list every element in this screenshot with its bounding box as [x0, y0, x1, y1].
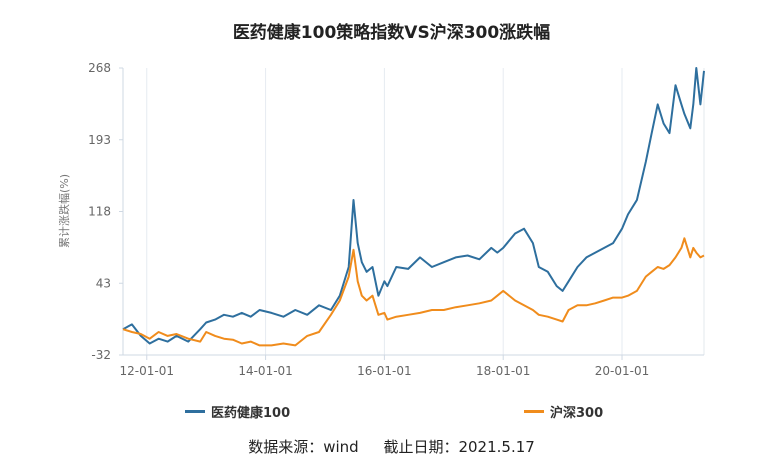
- x-tick-label: 16-01-01: [357, 364, 411, 378]
- series-line-2: [122, 237, 705, 347]
- x-tick-label: 14-01-01: [238, 364, 292, 378]
- legend-label-series-2: 沪深300: [550, 406, 604, 421]
- footer: 数据来源：wind 截止日期：2021.5.17: [0, 436, 783, 457]
- x-tick-label: 20-01-01: [595, 364, 649, 378]
- series-layer: [122, 67, 705, 347]
- legend-label-series-1: 医药健康100: [211, 406, 291, 421]
- y-tick-label: 43: [96, 276, 111, 290]
- y-tick-label: 268: [88, 61, 111, 75]
- y-axis-title: 累计涨跌幅(%): [57, 174, 71, 248]
- legend-item-series-1: 医药健康100: [185, 402, 290, 421]
- chart-title: 医药健康100策略指数VS沪深300涨跌幅: [232, 23, 551, 43]
- legend-item-series-2: 沪深300: [524, 402, 603, 421]
- legend-swatch-series-2: [524, 410, 544, 413]
- x-tick-label: 18-01-01: [476, 364, 530, 378]
- series-line-1: [122, 67, 705, 345]
- x-tick-label: 12-01-01: [120, 364, 174, 378]
- data-source: 数据来源：wind: [248, 438, 359, 456]
- y-tick-label: -32: [91, 348, 111, 362]
- y-tick-label: 118: [88, 205, 111, 219]
- line-chart: 268 193 118 43 -32 12-01-01 14-01-01 16-01-01 18…: [57, 61, 705, 378]
- axis-layer: 268 193 118 43 -32 12-01-01 14-01-01 16-01-01 18…: [88, 61, 705, 378]
- legend-swatch-series-1: [185, 410, 205, 413]
- cutoff-date: 截止日期：2021.5.17: [383, 438, 535, 456]
- grid-layer: [146, 68, 623, 355]
- y-tick-label: 193: [88, 133, 111, 147]
